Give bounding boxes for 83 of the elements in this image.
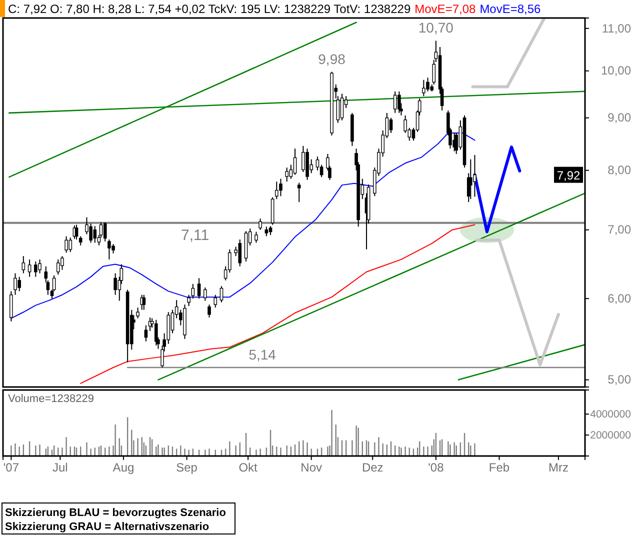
- y-tick-label: 10,00: [600, 64, 632, 78]
- candlestick: [297, 182, 301, 203]
- x-tick-label: '08: [428, 460, 444, 475]
- annotation: 10,70: [418, 20, 454, 36]
- y-tick-label: 8,00: [608, 163, 632, 178]
- candlestick: [279, 178, 282, 197]
- candlestick: [136, 307, 140, 319]
- candlestick: [197, 278, 201, 300]
- candlestick: [214, 294, 218, 308]
- candlestick: [112, 244, 115, 254]
- x-tick-label: Feb: [488, 460, 510, 475]
- ref-line-label: 7,11: [181, 226, 210, 244]
- candlestick: [60, 256, 64, 270]
- x-tick-label: Dez: [362, 460, 384, 475]
- candlestick: [114, 272, 117, 296]
- x-tick-label: Nov: [300, 460, 322, 475]
- candlestick: [208, 304, 211, 318]
- candlestick: [254, 231, 258, 244]
- text: MovE=8,56: [480, 2, 542, 16]
- annotation: 9,98: [318, 50, 346, 67]
- x-tick-label: Mrz: [548, 460, 568, 475]
- candlestick: [108, 239, 111, 260]
- candlestick: [422, 79, 426, 97]
- text: MovE=7,08: [414, 2, 476, 16]
- candlestick: [316, 156, 320, 171]
- candlestick: [404, 114, 407, 134]
- candlestick: [78, 236, 82, 246]
- candlestick: [473, 154, 476, 198]
- x-tick-label: Sep: [176, 460, 198, 475]
- annotation: 5,14: [248, 346, 276, 363]
- y-tick-label: 7,00: [608, 222, 632, 237]
- y-tick-label: 11,00: [602, 21, 632, 36]
- candlestick: [285, 167, 289, 182]
- candlestick: [68, 237, 72, 253]
- text: Skizzierung BLAU = bevorzugtes Szenario: [5, 507, 226, 519]
- candlestick: [154, 319, 158, 346]
- candlestick: [89, 223, 92, 244]
- candlestick: [238, 239, 242, 267]
- candlestick: [340, 93, 344, 121]
- candlestick: [142, 294, 146, 310]
- candlestick: [38, 258, 42, 274]
- candlestick: [302, 145, 305, 173]
- candlestick: [14, 272, 17, 296]
- x-tick-label: '07: [3, 460, 20, 475]
- candlestick: [34, 261, 38, 278]
- candlestick: [204, 287, 207, 302]
- candlestick: [426, 77, 430, 92]
- candlestick: [144, 324, 148, 342]
- x-tick-label: Aug: [112, 460, 134, 475]
- candlestick: [264, 226, 268, 237]
- candlestick: [274, 181, 278, 200]
- y-tick-label: 2000000: [590, 429, 632, 442]
- text: Skizzierung GRAU = Alternativszenario: [5, 521, 210, 533]
- annotation: 7,92: [556, 168, 580, 182]
- candlestick: [389, 117, 393, 134]
- candlestick: [18, 276, 21, 292]
- candlestick: [56, 258, 60, 276]
- candlestick: [22, 256, 26, 274]
- x-tick-label: Okt: [238, 460, 258, 475]
- candlestick: [28, 258, 32, 278]
- y-tick-label: 6,00: [608, 291, 632, 306]
- candlestick: [270, 196, 274, 226]
- candlestick: [191, 283, 195, 300]
- candlestick: [220, 286, 224, 303]
- candlestick: [64, 236, 68, 254]
- candlestick: [468, 158, 472, 200]
- x-tick-label: Jul: [52, 460, 68, 475]
- candlestick: [393, 90, 397, 114]
- y-tick-label: 5,00: [608, 372, 632, 387]
- chart-title: C: 7,92 O: 7,80 H: 8,28 L: 7,54 +0,02 TckV: 195 LV: 1238229 TotV: 1238229: [8, 2, 411, 16]
- candlestick: [398, 90, 401, 114]
- y-tick-label: 4000000: [590, 408, 632, 420]
- line-series: [473, 146, 522, 234]
- candlestick: [93, 226, 97, 244]
- candlestick: [258, 218, 262, 230]
- line-series: [80, 224, 476, 384]
- chart-title: Volume=1238229: [8, 393, 94, 405]
- y-tick-label: 9,00: [608, 110, 632, 125]
- candlestick: [103, 222, 107, 242]
- candlestick: [187, 294, 190, 307]
- candlestick: [293, 148, 297, 176]
- candlestick: [74, 224, 78, 240]
- candlestick: [10, 290, 13, 322]
